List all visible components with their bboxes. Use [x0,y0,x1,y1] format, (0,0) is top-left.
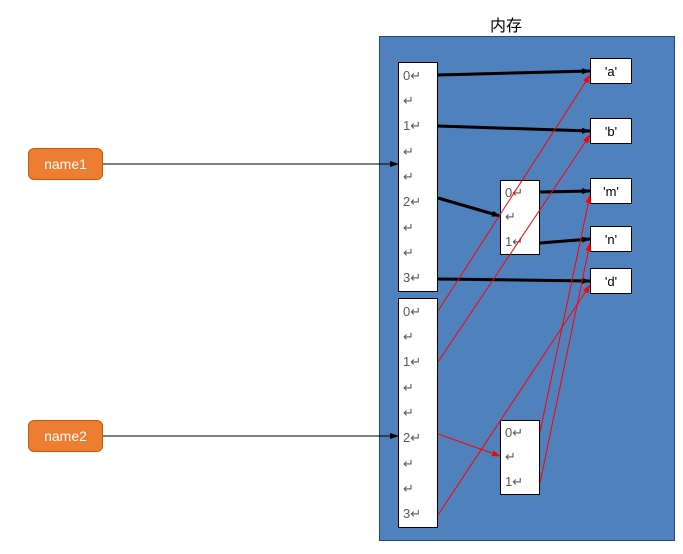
list-cell: 0↵ [501,181,539,205]
list-cell: 3↵ [399,266,437,291]
value-n: 'n' [590,226,632,252]
name2-node: name2 [28,420,103,452]
value-b: 'b' [590,118,632,144]
list-cell: 0↵ [399,63,437,88]
name2-label: name2 [44,428,87,444]
list-cell: ↵ [399,324,437,349]
list-cell: 3↵ [399,502,437,527]
list-cell: 0↵ [501,421,539,445]
list2: 0↵↵1↵↵↵2↵↵↵3↵ [398,298,438,528]
name1-node: name1 [28,148,103,180]
value-a: 'a' [590,58,632,84]
list-cell: ↵ [399,476,437,501]
list-cell: ↵ [501,445,539,469]
memory-title: 内存 [490,12,522,36]
list-cell: ↵ [399,400,437,425]
value-m: 'm' [590,178,632,204]
list-cell: 1↵ [501,470,539,494]
list1: 0↵↵1↵↵↵2↵↵↵3↵ [398,62,438,292]
list-cell: ↵ [399,139,437,164]
list-cell: ↵ [399,240,437,265]
list-cell: 2↵ [399,190,437,215]
list-cell: ↵ [399,164,437,189]
list-cell: 1↵ [399,114,437,139]
list-cell: 0↵ [399,299,437,324]
list-cell: 2↵ [399,426,437,451]
list-cell: ↵ [399,375,437,400]
value-d: 'd' [590,268,632,294]
list-cell: ↵ [399,88,437,113]
list-cell: ↵ [501,205,539,229]
sublist2: 0↵↵1↵ [500,420,540,495]
name1-label: name1 [44,156,87,172]
list-cell: 1↵ [501,230,539,254]
list-cell: ↵ [399,215,437,240]
list-cell: ↵ [399,451,437,476]
list-cell: 1↵ [399,350,437,375]
sublist1: 0↵↵1↵ [500,180,540,255]
